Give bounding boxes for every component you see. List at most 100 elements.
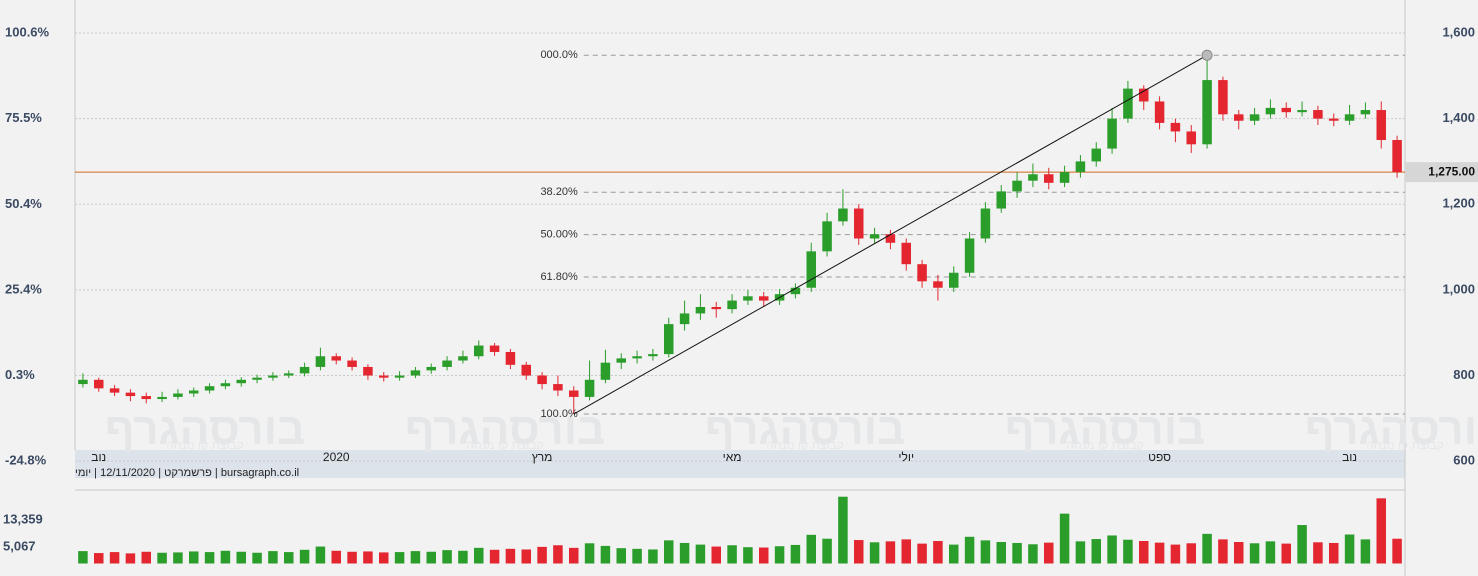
volume-bar — [1202, 533, 1212, 564]
candle-body — [1249, 114, 1260, 121]
candle-body — [474, 345, 484, 357]
x-tick-label: נוב — [1342, 450, 1357, 464]
volume-bar — [1012, 542, 1022, 564]
fib-label: 61.80% — [540, 271, 578, 283]
volume-bar — [426, 551, 436, 564]
candle-body — [727, 300, 737, 310]
candle-body — [1012, 180, 1022, 192]
candle-body — [806, 251, 816, 288]
volume-bar — [474, 547, 484, 564]
y2-tick-label: 50.4% — [5, 196, 42, 211]
y2-tick-label: 25.4% — [5, 281, 42, 296]
last-price-box — [1405, 162, 1478, 183]
candle-body — [711, 307, 721, 310]
candle-body — [363, 366, 373, 376]
volume-bar — [537, 546, 547, 564]
x-tick-label: מאי — [723, 450, 742, 464]
volume-bar — [648, 549, 658, 564]
candle-body — [1075, 161, 1086, 173]
candle-body — [1265, 107, 1276, 115]
volume-bar — [442, 550, 452, 564]
trendline — [573, 54, 1208, 415]
candle-body — [1186, 131, 1196, 145]
candle-body — [157, 396, 167, 400]
volume-bar — [1123, 539, 1133, 564]
volume-bar — [1313, 542, 1323, 564]
volume-bar — [379, 552, 389, 564]
watermark-sub: קבוצת קו מנחה — [1366, 438, 1443, 452]
volume-bar — [284, 552, 294, 564]
candle-body — [933, 281, 943, 288]
candle-body — [1154, 101, 1165, 123]
volume-tick-label: 13,359 — [3, 511, 43, 526]
volume-bar — [759, 547, 769, 564]
watermark-sub: קבוצת קו מנחה — [766, 438, 843, 452]
volume-bar — [204, 552, 215, 564]
volume-bar — [458, 550, 468, 564]
y-tick-label: 1,600 — [1442, 24, 1475, 39]
watermark-sub: קבוצת קו מנחה — [466, 438, 543, 452]
candle-body — [854, 208, 864, 239]
candle-body — [173, 393, 183, 397]
candle-body — [869, 234, 880, 239]
candle-body — [78, 379, 88, 385]
candle-body — [964, 238, 975, 273]
candle-body — [600, 362, 611, 380]
candle-body — [537, 375, 547, 385]
candle-body — [790, 287, 801, 295]
volume-bar — [949, 544, 959, 564]
volume-bar — [1028, 544, 1038, 564]
candle-body — [996, 191, 1006, 209]
candle-body — [284, 373, 294, 376]
candle-body — [220, 383, 231, 387]
trendline-handle — [1201, 49, 1213, 61]
volume-bar — [1392, 538, 1402, 564]
candle-body — [315, 356, 326, 367]
volume-bar — [664, 540, 674, 564]
volume-bar — [521, 549, 531, 564]
candle-body — [949, 272, 959, 288]
volume-bar — [885, 541, 896, 564]
volume-bar — [632, 548, 642, 564]
x-tick-label: יולי — [898, 450, 914, 464]
candle-body — [331, 356, 341, 361]
volume-bar — [331, 550, 341, 564]
candle-body — [1392, 140, 1402, 173]
volume-bar — [1218, 539, 1228, 564]
candle-body — [901, 242, 911, 265]
candle-body — [1044, 174, 1054, 183]
footer: bursagraph.co.il | פרשמרקט | 12/11/2020 … — [75, 467, 300, 479]
volume-bar — [1091, 539, 1101, 564]
y-tick-label: 1,000 — [1442, 281, 1475, 296]
volume-bar — [1139, 541, 1149, 564]
candle-body — [1360, 110, 1371, 115]
candle-body — [1313, 110, 1323, 119]
volume-bar — [1059, 513, 1070, 564]
candle-body — [632, 356, 642, 359]
candle-body — [1218, 80, 1228, 115]
candle-body — [1344, 114, 1355, 121]
volume-bar — [806, 534, 816, 564]
y2-tick-label: 0.3% — [5, 367, 35, 382]
candle-body — [1170, 122, 1181, 132]
x-tick-label: 2020 — [323, 450, 350, 464]
volume-bar — [157, 552, 167, 564]
candle-body — [379, 375, 389, 378]
watermark: בורסהגרף — [405, 405, 605, 454]
candle-body — [236, 379, 246, 384]
fib-label: 000.0% — [540, 49, 578, 61]
volume-bar — [980, 540, 991, 564]
candle-body — [1107, 118, 1117, 149]
candle-body — [664, 324, 674, 355]
volume-bar — [252, 552, 262, 564]
volume-bar — [1154, 542, 1165, 564]
volume-bar — [1075, 541, 1086, 564]
candle-body — [458, 356, 468, 361]
volume-bar — [363, 551, 373, 564]
candle-body — [394, 375, 405, 378]
x-tick-label: נוב — [91, 450, 106, 464]
volume-bar — [173, 552, 183, 564]
candle-body — [268, 375, 278, 378]
